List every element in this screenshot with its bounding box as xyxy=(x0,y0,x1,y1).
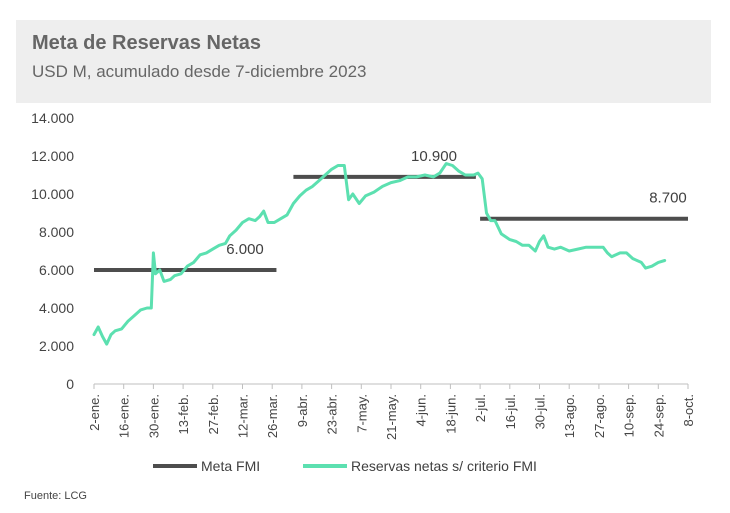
y-tick-label: 10.000 xyxy=(31,186,74,202)
x-tick-label: 30-ene. xyxy=(146,394,161,438)
legend-label-reservas: Reservas netas s/ criterio FMI xyxy=(351,458,537,474)
x-tick-label: 24-sep. xyxy=(651,394,666,437)
x-tick-label: 27-ago. xyxy=(592,394,607,438)
x-tick-label: 13-feb. xyxy=(176,394,191,434)
x-tick-label: 23-abr. xyxy=(325,394,340,434)
meta-fmi-data-label: 10.900 xyxy=(411,148,457,165)
y-tick-label: 4.000 xyxy=(39,300,74,316)
reservas-netas-line xyxy=(92,162,667,346)
y-tick-label: 0 xyxy=(66,376,74,392)
chart-header: Meta de Reservas Netas USD M, acumulado … xyxy=(16,20,711,103)
x-tick-label: 16-ene. xyxy=(117,394,132,438)
y-tick-label: 14.000 xyxy=(31,110,74,126)
x-tick-label: 9-abr. xyxy=(295,394,310,427)
x-tick-label: 4-jun. xyxy=(414,394,429,427)
x-tick-label: 10-sep. xyxy=(622,394,637,437)
x-tick-label: 21-may. xyxy=(384,394,399,440)
x-tick-label: 27-feb. xyxy=(206,394,221,434)
y-tick-label: 12.000 xyxy=(31,148,74,164)
x-tick-label: 2-jul. xyxy=(473,394,488,422)
y-tick-label: 2.000 xyxy=(39,338,74,354)
x-tick-label: 12-mar. xyxy=(236,394,251,438)
y-tick-label: 8.000 xyxy=(39,224,74,240)
chart-subtitle: USD M, acumulado desde 7-diciembre 2023 xyxy=(32,62,367,81)
x-tick-label: 26-mar. xyxy=(265,394,280,438)
meta-fmi-data-label: 8.700 xyxy=(649,190,687,207)
x-tick-label: 30-jul. xyxy=(533,394,548,429)
x-tick-label: 13-ago. xyxy=(562,394,577,438)
x-tick-label: 18-jun. xyxy=(443,394,458,434)
meta-fmi-data-label: 6.000 xyxy=(226,241,264,258)
legend-label-meta: Meta FMI xyxy=(201,458,260,474)
chart-title: Meta de Reservas Netas xyxy=(32,32,262,54)
x-tick-label: 8-oct. xyxy=(681,394,696,427)
x-tick-label: 16-jul. xyxy=(503,394,518,429)
x-tick-label: 2-ene. xyxy=(87,394,102,431)
y-tick-label: 6.000 xyxy=(39,262,74,278)
source-note: Fuente: LCG xyxy=(24,490,87,502)
x-tick-label: 7-may. xyxy=(354,394,369,433)
